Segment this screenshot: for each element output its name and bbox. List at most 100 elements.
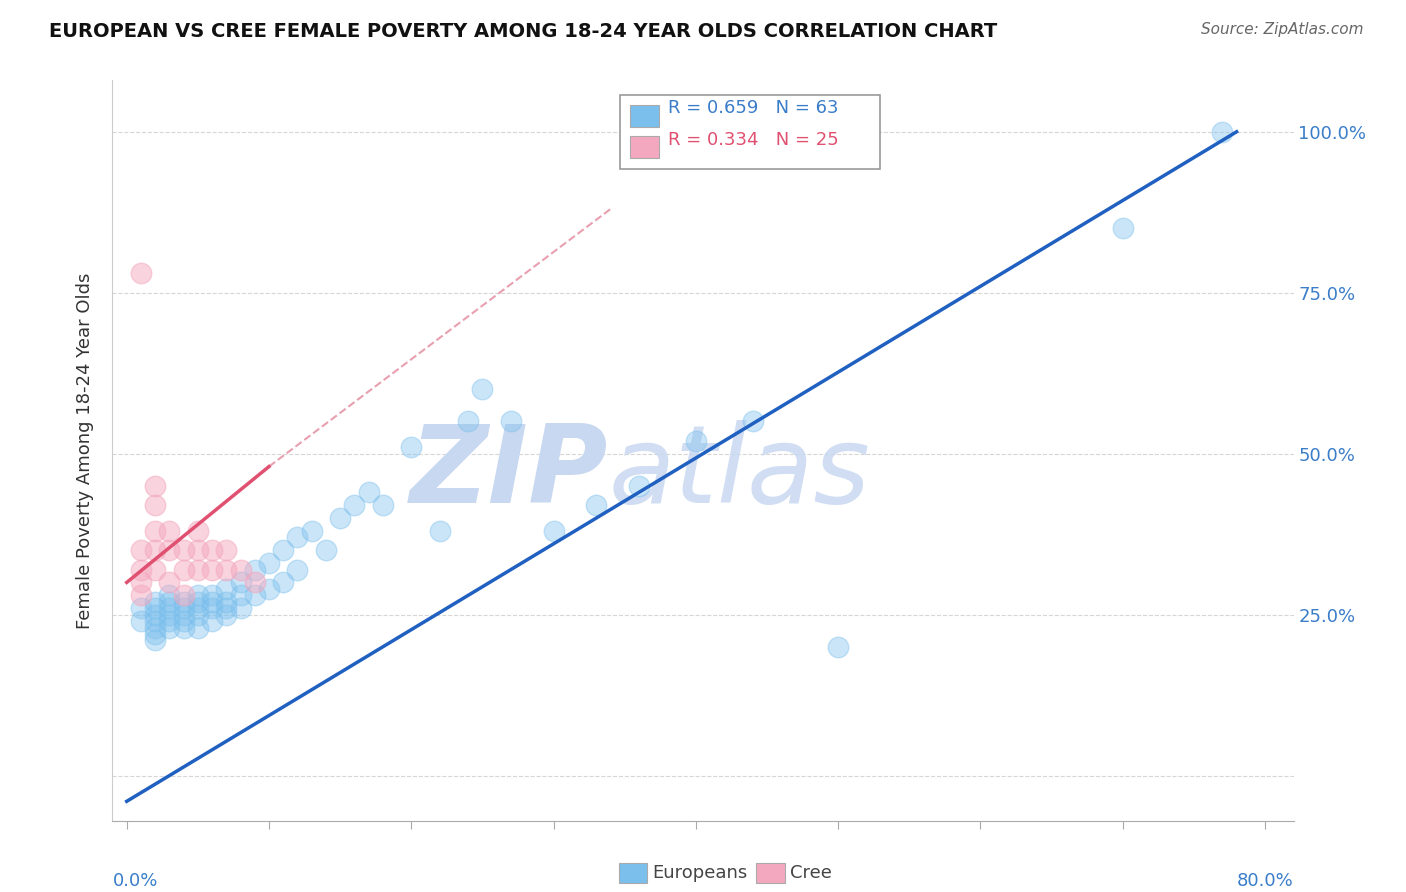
Point xyxy=(685,434,707,448)
Point xyxy=(257,556,280,570)
Point xyxy=(215,543,238,558)
Point xyxy=(173,607,195,622)
Point xyxy=(143,607,166,622)
Bar xyxy=(630,104,659,127)
Point xyxy=(157,614,180,628)
Point xyxy=(129,575,152,590)
Point xyxy=(271,575,294,590)
Point xyxy=(371,498,394,512)
Point xyxy=(287,530,309,544)
Point xyxy=(243,563,266,577)
Point xyxy=(143,620,166,634)
Point xyxy=(173,543,195,558)
Point xyxy=(143,479,166,493)
Y-axis label: Female Poverty Among 18-24 Year Olds: Female Poverty Among 18-24 Year Olds xyxy=(76,272,94,629)
Text: Source: ZipAtlas.com: Source: ZipAtlas.com xyxy=(1201,22,1364,37)
Point xyxy=(229,588,252,602)
Point xyxy=(215,582,238,596)
Point xyxy=(215,563,238,577)
Point xyxy=(229,601,252,615)
Point xyxy=(201,563,224,577)
Bar xyxy=(630,136,659,158)
Point xyxy=(343,498,366,512)
Point xyxy=(229,575,252,590)
Text: 0.0%: 0.0% xyxy=(112,872,157,890)
Text: R = 0.334   N = 25: R = 0.334 N = 25 xyxy=(668,130,838,148)
Point xyxy=(471,382,494,396)
Point xyxy=(201,595,224,609)
Point xyxy=(201,543,224,558)
Point xyxy=(129,563,152,577)
Point xyxy=(201,614,224,628)
Point xyxy=(585,498,607,512)
Point xyxy=(143,543,166,558)
Point xyxy=(129,614,152,628)
Text: Cree: Cree xyxy=(790,864,832,882)
Point xyxy=(257,582,280,596)
Point xyxy=(429,524,451,538)
Point xyxy=(271,543,294,558)
Point xyxy=(187,563,209,577)
Point xyxy=(1112,221,1135,235)
FancyBboxPatch shape xyxy=(620,95,880,169)
Point xyxy=(157,607,180,622)
Point xyxy=(173,601,195,615)
Point xyxy=(143,627,166,641)
Point xyxy=(173,563,195,577)
Point xyxy=(287,563,309,577)
Point xyxy=(187,620,209,634)
Point xyxy=(157,543,180,558)
Point xyxy=(157,524,180,538)
Text: ZIP: ZIP xyxy=(411,419,609,525)
Text: R = 0.659   N = 63: R = 0.659 N = 63 xyxy=(668,99,838,118)
Point xyxy=(215,595,238,609)
Point xyxy=(741,415,763,429)
Point xyxy=(499,415,522,429)
Point xyxy=(143,601,166,615)
Point xyxy=(215,601,238,615)
Point xyxy=(157,588,180,602)
Text: Europeans: Europeans xyxy=(652,864,748,882)
Point xyxy=(187,543,209,558)
Point xyxy=(143,498,166,512)
Point xyxy=(129,588,152,602)
Point xyxy=(215,607,238,622)
Point xyxy=(143,524,166,538)
Point xyxy=(201,588,224,602)
Point xyxy=(173,588,195,602)
Point xyxy=(157,601,180,615)
Point xyxy=(827,640,849,654)
Point xyxy=(201,601,224,615)
Point xyxy=(173,620,195,634)
Point xyxy=(129,543,152,558)
Point xyxy=(243,575,266,590)
Point xyxy=(187,607,209,622)
Point xyxy=(357,485,380,500)
Point xyxy=(143,563,166,577)
Point xyxy=(143,595,166,609)
Point xyxy=(143,633,166,648)
Point xyxy=(401,440,423,454)
Point xyxy=(129,267,152,281)
Point xyxy=(187,588,209,602)
Point xyxy=(229,563,252,577)
Point xyxy=(1211,125,1233,139)
Point xyxy=(543,524,565,538)
Point xyxy=(627,479,650,493)
Text: EUROPEAN VS CREE FEMALE POVERTY AMONG 18-24 YEAR OLDS CORRELATION CHART: EUROPEAN VS CREE FEMALE POVERTY AMONG 18… xyxy=(49,22,997,41)
Text: atlas: atlas xyxy=(609,420,870,525)
Point xyxy=(243,588,266,602)
Text: 80.0%: 80.0% xyxy=(1237,872,1294,890)
Point xyxy=(157,620,180,634)
Point xyxy=(143,614,166,628)
Point xyxy=(187,524,209,538)
Point xyxy=(301,524,323,538)
Point xyxy=(173,595,195,609)
Point xyxy=(173,614,195,628)
Point xyxy=(157,595,180,609)
Point xyxy=(187,601,209,615)
Point xyxy=(457,415,479,429)
Point xyxy=(187,595,209,609)
Point xyxy=(315,543,337,558)
Point xyxy=(329,511,352,525)
